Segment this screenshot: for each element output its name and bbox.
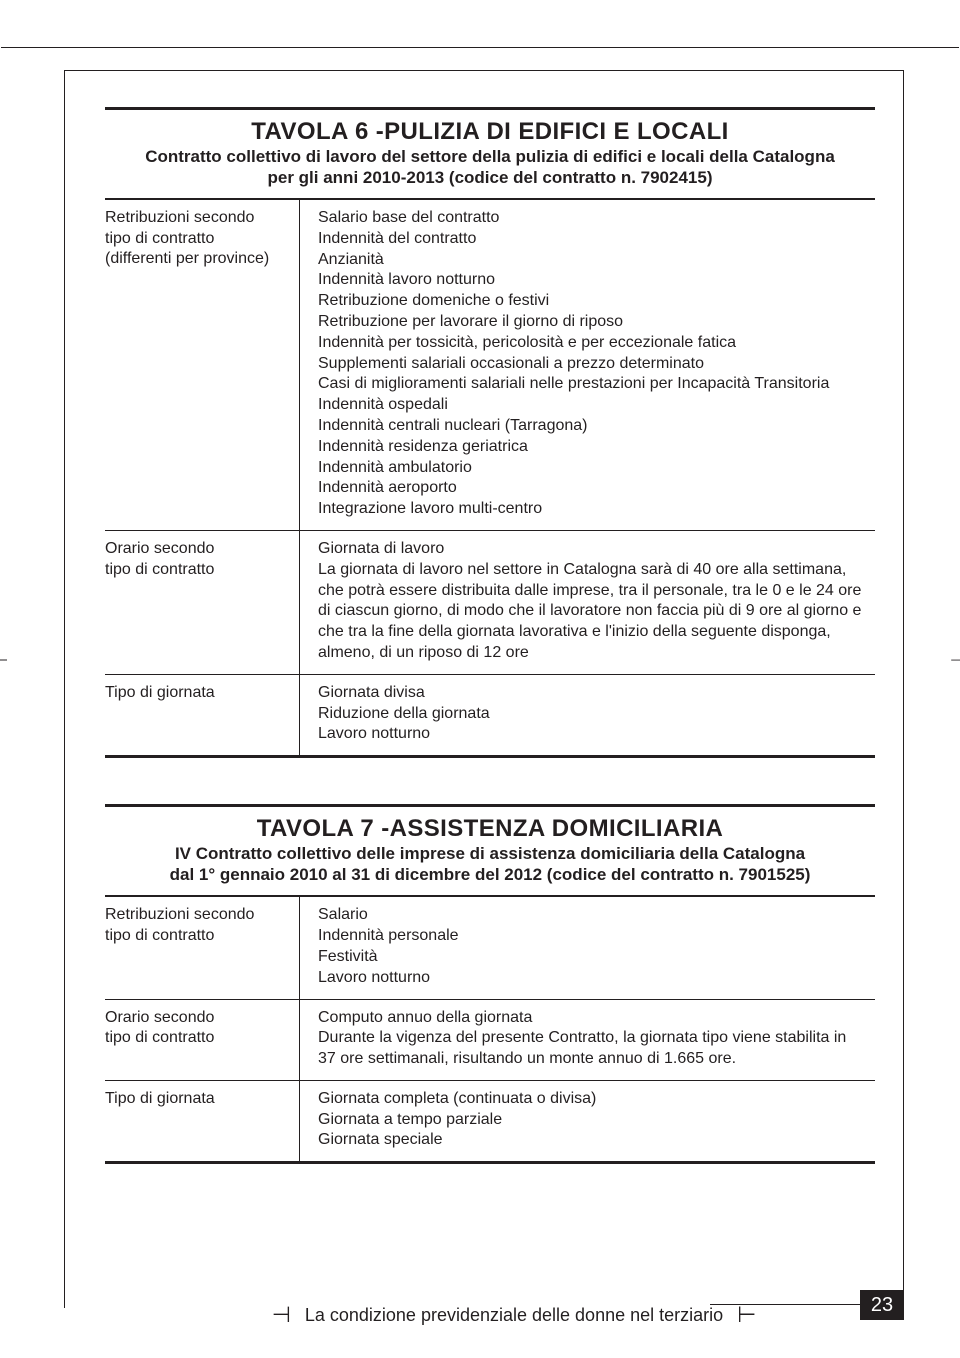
table-row: Orario secondo tipo di contratto Computo… xyxy=(105,999,875,1080)
table-6-title: TAVOLA 6 -PULIZIA DI EDIFICI E LOCALI xyxy=(117,118,863,146)
table-6-header: TAVOLA 6 -PULIZIA DI EDIFICI E LOCALI Co… xyxy=(105,110,875,199)
table-6: TAVOLA 6 -PULIZIA DI EDIFICI E LOCALI Co… xyxy=(105,107,875,758)
page-number-value: 23 xyxy=(871,1294,893,1317)
footer-text: La condizione previdenziale delle donne … xyxy=(305,1305,723,1326)
crop-mark-right xyxy=(950,652,960,666)
page-frame: TAVOLA 6 -PULIZIA DI EDIFICI E LOCALI Co… xyxy=(64,70,904,1308)
table-row: Orario secondo tipo di contratto Giornat… xyxy=(105,530,875,674)
table-7-header: TAVOLA 7 -ASSISTENZA DOMICILIARIA IV Con… xyxy=(105,807,875,896)
row-content: Giornata di lavoro La giornata di lavoro… xyxy=(300,531,875,674)
table-6-subtitle: Contratto collettivo di lavoro del setto… xyxy=(117,146,863,189)
bracket-left-icon: ⊣ xyxy=(272,1304,291,1326)
table-row: Retribuzioni secondo tipo di contratto (… xyxy=(105,199,875,530)
footer-center: ⊣ La condizione previdenziale delle donn… xyxy=(272,1304,757,1326)
row-content: Salario Indennità personale Festività La… xyxy=(300,897,875,998)
table-7-subtitle: IV Contratto collettivo delle imprese di… xyxy=(117,843,863,886)
table-7: TAVOLA 7 -ASSISTENZA DOMICILIARIA IV Con… xyxy=(105,804,875,1164)
row-label: Tipo di giornata xyxy=(105,675,300,755)
row-label: Tipo di giornata xyxy=(105,1081,300,1161)
table-row: Tipo di giornata Giornata divisa Riduzio… xyxy=(105,674,875,755)
footer: ⊣ La condizione previdenziale delle donn… xyxy=(64,1304,904,1326)
bracket-right-icon: ⊢ xyxy=(737,1304,756,1326)
row-label: Orario secondo tipo di contratto xyxy=(105,1000,300,1080)
row-label: Orario secondo tipo di contratto xyxy=(105,531,300,674)
table-row: Retribuzioni secondo tipo di contratto S… xyxy=(105,896,875,998)
row-label: Retribuzioni secondo tipo di contratto (… xyxy=(105,200,300,530)
row-label: Retribuzioni secondo tipo di contratto xyxy=(105,897,300,998)
table-7-title: TAVOLA 7 -ASSISTENZA DOMICILIARIA xyxy=(117,815,863,843)
crop-mark-left xyxy=(0,652,10,666)
row-content: Computo annuo della giornata Durante la … xyxy=(300,1000,875,1080)
row-content: Giornata completa (continuata o divisa) … xyxy=(300,1081,875,1161)
row-content: Giornata divisa Riduzione della giornata… xyxy=(300,675,875,755)
page-number: 23 xyxy=(860,1290,904,1320)
table-row: Tipo di giornata Giornata completa (cont… xyxy=(105,1080,875,1161)
row-content: Salario base del contratto Indennità del… xyxy=(300,200,875,530)
